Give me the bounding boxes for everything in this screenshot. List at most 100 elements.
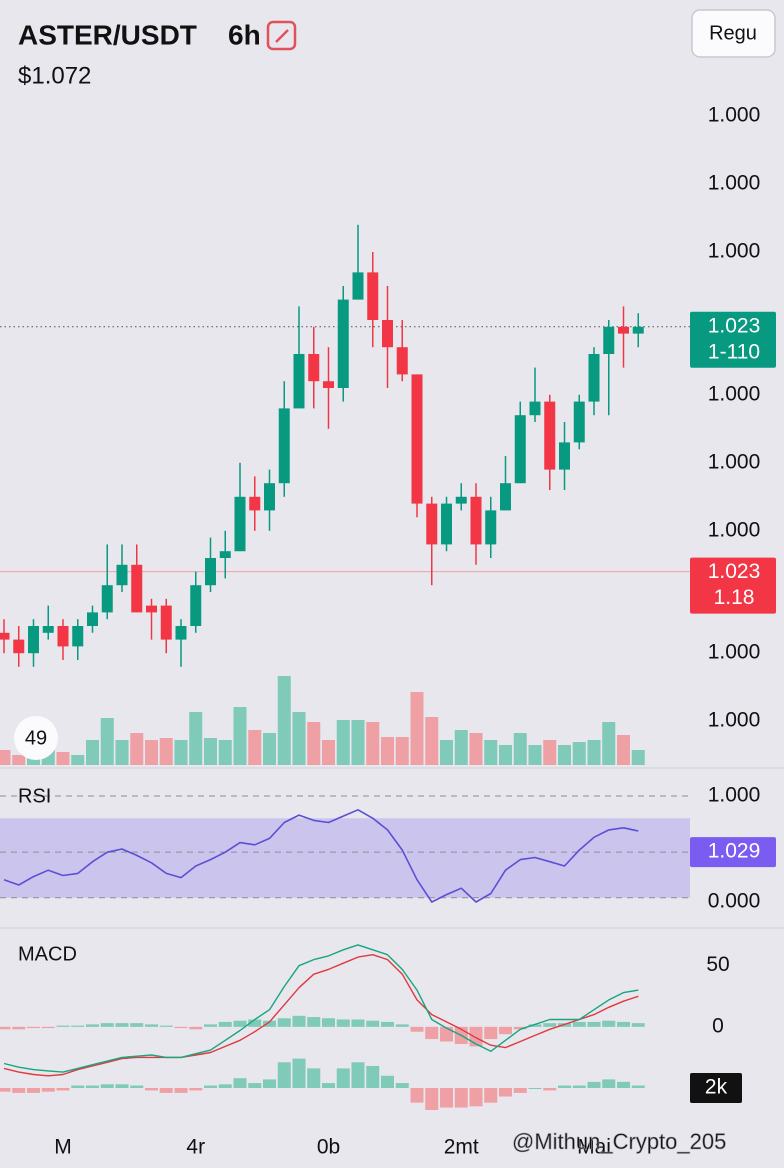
macd-histogram-bar <box>145 1024 158 1027</box>
volume-bar <box>263 733 276 765</box>
macd-histogram-bar <box>410 1026 424 1032</box>
macd-histogram-bar <box>499 1026 512 1035</box>
macd-histogram-bar <box>425 1026 439 1040</box>
candle-body <box>455 496 467 504</box>
macd-histogram-bar <box>381 1021 394 1027</box>
macd-histogram-bar <box>218 1084 232 1088</box>
low-price-tag: 1.023 <box>708 560 761 583</box>
macd-histogram-bar <box>336 1068 350 1088</box>
candle-body <box>367 272 379 320</box>
rsi-tick-label: 1.000 <box>708 784 761 807</box>
volume-bar <box>631 750 645 765</box>
macd-histogram-bar <box>292 1058 306 1088</box>
volume-bar <box>12 755 26 765</box>
volume-bar <box>513 733 527 765</box>
candle-body <box>337 299 349 388</box>
edit-icon-slash <box>275 29 289 43</box>
macd-histogram-bar <box>71 1025 85 1027</box>
candle-body <box>13 639 25 654</box>
rsi-tick-label: 0.000 <box>708 890 761 913</box>
volume-bar <box>440 740 453 765</box>
interval[interactable]: 6h <box>228 19 261 50</box>
macd-histogram-bar <box>322 1083 335 1088</box>
macd-histogram-bar <box>218 1021 232 1027</box>
volume-bar <box>410 692 424 765</box>
macd-histogram-bar <box>86 1024 99 1027</box>
macd-histogram-bar <box>602 1020 616 1027</box>
volume-bar <box>307 722 321 765</box>
volume-bar <box>425 717 439 765</box>
candle-body <box>131 564 143 613</box>
macd-histogram-bar <box>631 1023 645 1027</box>
volume-bar <box>71 755 85 765</box>
rsi-tag: 1.029 <box>708 840 761 863</box>
y-tick-label: 1.000 <box>708 240 761 263</box>
macd-line <box>3 944 639 1073</box>
macd-histogram-bar <box>454 1087 468 1108</box>
mode-button[interactable]: Regu <box>691 9 776 58</box>
candle-body <box>603 326 615 354</box>
volume-bar <box>602 722 616 765</box>
watermark: @Mithun_Crypto_205 <box>512 1129 726 1154</box>
macd-histogram-bar <box>159 1087 173 1093</box>
macd-histogram-bar <box>12 1087 26 1093</box>
candle-body <box>514 415 526 484</box>
macd-histogram-bar <box>484 1026 498 1040</box>
volume-bar <box>145 740 158 765</box>
candle-body <box>470 496 482 545</box>
volume-bar <box>174 740 188 765</box>
y-tick-label: 1.000 <box>708 450 761 473</box>
volume-bar <box>572 742 586 765</box>
macd-histogram-bar <box>115 1023 129 1027</box>
last-price-tag-bg <box>690 311 776 368</box>
macd-histogram-bar <box>587 1081 601 1088</box>
macd-histogram-bar <box>100 1084 114 1088</box>
macd-histogram-bar <box>159 1025 173 1027</box>
macd-histogram-bar <box>307 1017 321 1027</box>
x-tick-label: 4r <box>186 1136 205 1159</box>
macd-histogram-bar <box>174 1026 188 1029</box>
macd-histogram-bar <box>204 1024 217 1027</box>
macd-histogram-bar <box>189 1087 203 1091</box>
volume-bar <box>189 712 203 765</box>
edit-icon[interactable] <box>266 20 297 51</box>
candle-body <box>485 510 497 545</box>
rsi-tag-bg <box>690 837 776 868</box>
candle-body <box>42 626 54 633</box>
candle-body <box>308 354 320 382</box>
last-price-tag: 1-110 <box>708 340 760 363</box>
candle-body <box>618 326 629 334</box>
mode-button-label: Regu <box>709 22 757 44</box>
volume-bar <box>617 735 630 765</box>
candle-body <box>72 626 84 647</box>
y-tick-label: 1.000 <box>708 709 761 732</box>
macd-histogram-bar <box>277 1018 291 1027</box>
macd-histogram-bar <box>322 1018 335 1027</box>
macd-histogram-bar <box>381 1075 394 1088</box>
volume-bar <box>233 707 247 765</box>
badge: 49 <box>25 727 47 749</box>
macd-histogram-bar <box>86 1085 99 1088</box>
candle-body <box>323 381 334 388</box>
macd-histogram-bar <box>56 1025 70 1027</box>
candle-body <box>426 503 438 545</box>
mode-button-frame <box>691 9 776 58</box>
macd-histogram-bar <box>145 1087 158 1091</box>
candle-body <box>234 496 246 552</box>
macd-histogram-bar <box>100 1023 114 1027</box>
macd-histogram-bar <box>513 1026 527 1030</box>
candle-body <box>28 626 39 654</box>
volume-bar <box>499 745 512 765</box>
volume-bar <box>56 752 70 765</box>
price: $1.072 <box>18 62 91 89</box>
macd-histogram-bar <box>130 1023 144 1027</box>
y-tick-label: 1.000 <box>708 641 761 664</box>
macd-histogram-bar <box>440 1087 453 1108</box>
badge-bg <box>14 716 58 760</box>
macd-title: MACD <box>18 943 77 965</box>
macd-histogram-bar <box>528 1024 542 1027</box>
low-price-tag: 1.18 <box>714 586 755 609</box>
volume-bar <box>528 745 542 765</box>
macd-histogram-bar <box>248 1083 262 1088</box>
